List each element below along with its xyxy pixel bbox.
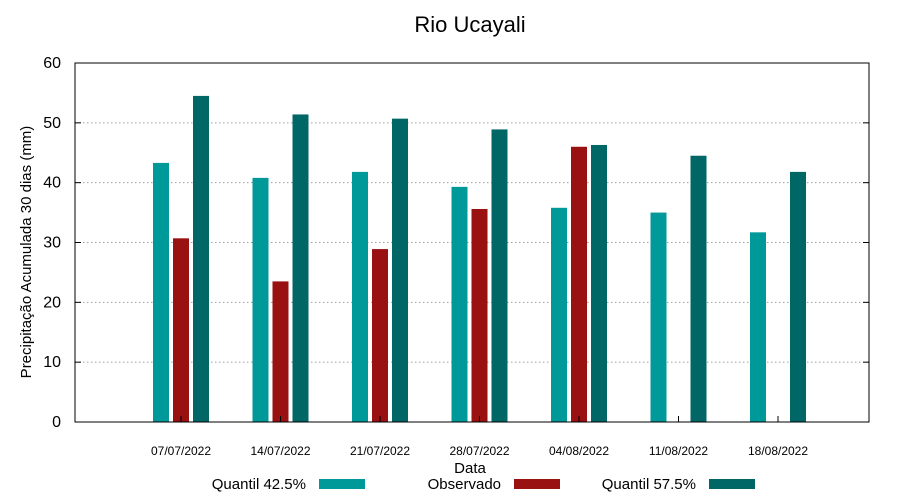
x-tick-label: 14/07/2022 [250,444,310,458]
x-tick-label: 07/07/2022 [151,444,211,458]
x-tick-label: 18/08/2022 [748,444,808,458]
bar-quantil-57-5--3 [491,129,508,423]
legend-label: Quantil 57.5% [602,476,696,493]
bar-quantil-42-5--5 [650,212,667,422]
bar-quantil-42-5--3 [451,186,468,422]
bar-quantil-42-5--2 [352,171,368,422]
x-axis-ticks: 07/07/2022 14/07/2022 21/07/2022 28/07/2022… [151,416,808,458]
bar-observado-0 [173,238,189,422]
legend: Quantil 42.5% Observado Quantil 57.5% [212,476,755,493]
legend-swatch [514,479,560,489]
bar-quantil-57-5--4 [591,144,607,422]
x-tick-label: 28/07/2022 [449,444,509,458]
legend-swatch [709,479,755,489]
x-tick-label: 04/08/2022 [549,444,609,458]
y-tick-label: 40 [43,175,61,192]
legend-label: Quantil 42.5% [212,476,306,493]
y-tick-label: 0 [52,414,61,431]
bar-quantil-57-5--1 [292,114,309,422]
bar-observado-1 [272,281,289,422]
bar-quantil-42-5--4 [551,207,567,422]
bar-observado-3 [471,208,488,422]
bar-quantil-57-5--6 [790,171,806,422]
y-axis-ticks: 0 10 20 30 40 50 60 [43,55,869,431]
legend-label: Observado [428,476,501,493]
bar-quantil-57-5--5 [690,155,707,422]
x-tick-label: 11/08/2022 [649,444,708,458]
y-tick-label: 20 [43,294,61,311]
bar-quantil-57-5--0 [193,95,209,423]
bar-observado-2 [372,249,388,422]
chart-title: Rio Ucayali [414,12,525,37]
bar-quantil-42-5--0 [153,162,169,422]
y-tick-label: 50 [43,115,61,132]
x-tick-label: 21/07/2022 [350,444,410,458]
x-axis-label: Data [454,460,486,477]
y-tick-label: 30 [43,235,61,252]
bar-observado-4 [571,146,587,422]
y-axis-label: Precipitação Acumulada 30 dias (mm) [18,126,35,379]
legend-swatch [319,479,365,489]
bar-quantil-42-5--1 [252,177,269,422]
bar-quantil-57-5--2 [392,118,408,423]
bars [153,95,806,423]
bar-quantil-42-5--6 [750,232,766,422]
y-tick-label: 10 [43,354,61,371]
y-tick-label: 60 [43,55,61,72]
